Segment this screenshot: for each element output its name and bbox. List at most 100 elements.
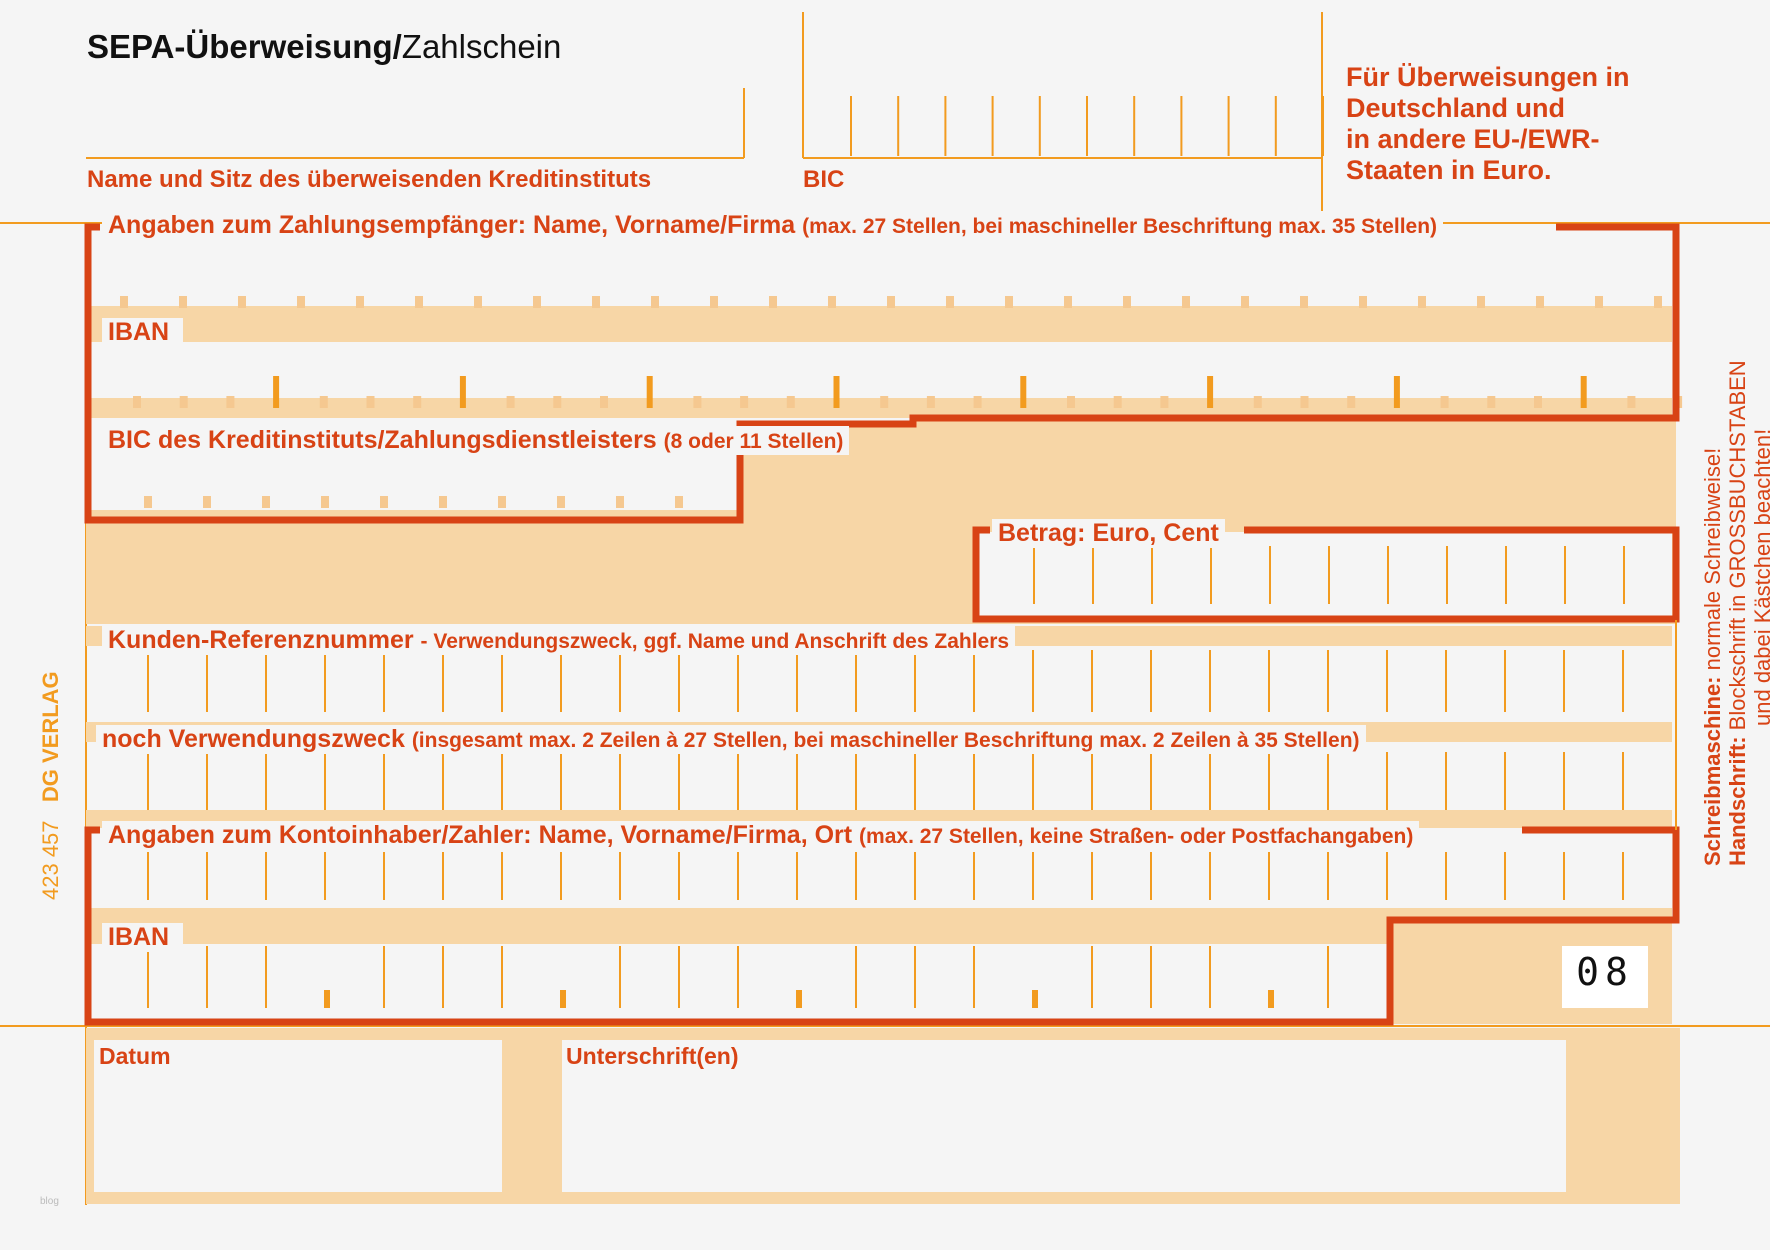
tick-mark <box>619 946 621 1008</box>
tick-mark <box>973 946 975 1008</box>
tick-mark <box>413 396 422 408</box>
tick-mark <box>1622 752 1624 810</box>
payer-name-label: Angaben zum Kontoinhaber/Zahler: Name, V… <box>102 821 1420 850</box>
tick-mark <box>1091 852 1093 900</box>
payer-iban-label: IBAN <box>102 923 184 952</box>
tick-mark <box>206 852 208 900</box>
tick-mark <box>265 852 267 900</box>
tick-mark <box>786 396 795 408</box>
tick-mark <box>1623 546 1625 604</box>
tick-mark <box>179 296 187 308</box>
tick-mark <box>1359 296 1367 308</box>
tick-mark <box>147 946 149 1008</box>
tick-mark <box>855 752 857 810</box>
payee-iban-label: IBAN <box>102 318 184 347</box>
tick-mark <box>557 496 565 508</box>
side-instructions: Schreibmaschine: normale Schreibweise! H… <box>1700 360 1770 866</box>
tick-mark <box>1393 376 1400 408</box>
tick-mark <box>855 852 857 900</box>
tick-mark <box>501 752 503 810</box>
tick-mark <box>1180 96 1183 156</box>
tick-mark <box>1445 752 1447 810</box>
tick-mark <box>1487 396 1496 408</box>
tick-mark <box>737 650 739 712</box>
tick-mark <box>265 752 267 810</box>
reference-label: Kunden-Referenznummer - Verwendungszweck… <box>102 626 1016 655</box>
tick-mark <box>203 496 211 508</box>
tick-mark <box>474 296 482 308</box>
tick-mark <box>914 650 916 712</box>
tick-mark <box>1091 650 1093 712</box>
tick-mark <box>1595 296 1603 308</box>
tick-mark <box>914 752 916 810</box>
tick-mark <box>1268 990 1274 1008</box>
tick-mark <box>693 396 702 408</box>
tick-mark <box>297 296 305 308</box>
tick-mark <box>833 376 840 408</box>
tick-mark <box>678 852 680 900</box>
tick-mark <box>206 946 208 1008</box>
tick-mark <box>1032 990 1038 1008</box>
tick-mark <box>1268 650 1270 712</box>
tick-mark <box>321 496 329 508</box>
tick-mark <box>442 946 444 1008</box>
tick-mark <box>1622 852 1624 900</box>
tick-mark <box>383 752 385 810</box>
tick-mark <box>1133 96 1136 156</box>
tick-mark <box>1347 396 1356 408</box>
tick-mark <box>973 752 975 810</box>
tick-mark <box>1032 852 1034 900</box>
form-code: 08 <box>1576 950 1634 994</box>
tick-mark <box>1418 296 1426 308</box>
tick-mark <box>1269 546 1271 604</box>
tick-mark <box>973 852 975 900</box>
tick-mark <box>265 650 267 712</box>
amount-label: Betrag: Euro, Cent <box>992 519 1225 548</box>
tick-mark <box>600 396 608 408</box>
tick-mark <box>1505 546 1507 604</box>
tick-mark <box>1446 546 1448 604</box>
tick-mark <box>1563 752 1565 810</box>
tick-mark <box>383 650 385 712</box>
tick-mark <box>1327 752 1329 810</box>
tick-mark <box>501 650 503 712</box>
tick-mark <box>1092 546 1094 604</box>
bank-name-label: Name und Sitz des überweisenden Kreditin… <box>87 166 652 193</box>
tick-mark <box>1182 296 1190 308</box>
tick-mark <box>855 946 857 1008</box>
tick-mark <box>120 296 128 308</box>
tick-mark <box>796 852 798 900</box>
tick-mark <box>1033 546 1035 604</box>
tick-mark <box>1504 650 1506 712</box>
tick-mark <box>651 296 659 308</box>
tick-mark <box>1209 752 1211 810</box>
tick-mark <box>179 396 188 408</box>
tick-mark <box>1327 852 1329 900</box>
tick-mark <box>1440 396 1449 408</box>
tick-mark <box>1563 650 1565 712</box>
tick-mark <box>897 96 900 156</box>
tick-mark <box>1268 752 1270 810</box>
tick-mark <box>439 496 447 508</box>
tick-mark <box>459 376 466 408</box>
tick-mark <box>678 946 680 1008</box>
tick-mark <box>498 496 506 508</box>
tick-mark <box>206 752 208 810</box>
tick-mark <box>1300 296 1308 308</box>
tick-mark <box>1020 376 1027 408</box>
tick-mark <box>147 752 149 810</box>
tick-mark <box>1622 650 1624 712</box>
tick-mark <box>1327 946 1329 1008</box>
tick-mark <box>944 96 947 156</box>
tick-mark <box>973 650 975 712</box>
tick-mark <box>880 396 889 408</box>
tick-mark <box>973 396 982 408</box>
tick-mark <box>1387 546 1389 604</box>
payee-name-label: Angaben zum Zahlungsempfänger: Name, Vor… <box>102 211 1444 240</box>
tick-mark <box>1253 396 1262 408</box>
tick-mark <box>1627 396 1636 408</box>
tick-mark <box>1086 96 1088 156</box>
tick-mark <box>1038 96 1041 156</box>
tick-mark <box>855 650 857 712</box>
tick-mark <box>1477 296 1485 308</box>
